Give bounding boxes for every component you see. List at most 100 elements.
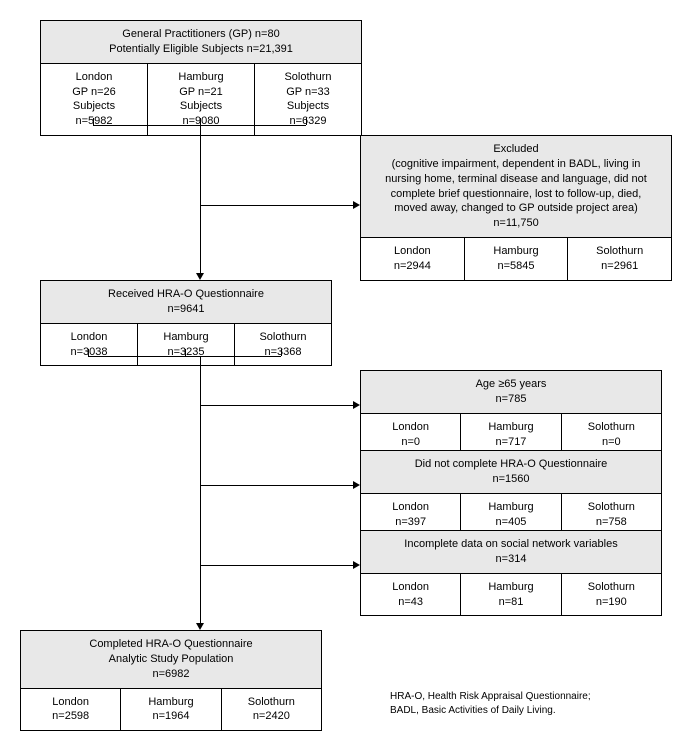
box-excluded-cells: London n=2944 Hamburg n=5845 Solothurn n… — [361, 238, 671, 280]
box-age: Age ≥65 years n=785 London n=0 Hamburg n… — [360, 370, 662, 456]
connector-line — [200, 132, 201, 273]
text: Subjects — [73, 100, 115, 112]
text: moved away, changed to GP outside projec… — [394, 202, 638, 214]
text: Solothurn — [596, 245, 643, 257]
text: n=1560 — [492, 473, 529, 485]
box-completed-header: Completed HRA-O Questionnaire Analytic S… — [21, 631, 321, 689]
text: London — [392, 581, 429, 593]
text: n=717 — [496, 436, 527, 448]
text: complete brief questionnaire, lost to fo… — [391, 188, 642, 200]
arrowhead-right-icon — [353, 401, 360, 409]
text: n=2420 — [253, 710, 290, 722]
cell-hamburg: Hamburg n=81 — [460, 574, 560, 616]
text: Potentially Eligible Subjects n=21,391 — [109, 43, 293, 55]
text: Solothurn — [588, 581, 635, 593]
text: Subjects — [180, 100, 222, 112]
text: GP n=33 — [286, 86, 330, 98]
text: Incomplete data on social network variab… — [404, 538, 617, 550]
text: Hamburg — [493, 245, 538, 257]
bracket-received — [40, 349, 330, 363]
text: n=43 — [398, 596, 423, 608]
text: Solothurn — [588, 501, 635, 513]
bracket-top — [40, 118, 360, 132]
text: n=2944 — [394, 260, 431, 272]
text: (cognitive impairment, dependent in BADL… — [392, 158, 641, 170]
box-received-header: Received HRA-O Questionnaire n=9641 — [41, 281, 331, 324]
box-incomplete-cells: London n=43 Hamburg n=81 Solothurn n=190 — [361, 574, 661, 616]
text: Hamburg — [148, 696, 193, 708]
text: Subjects — [287, 100, 329, 112]
arrowhead-right-icon — [353, 201, 360, 209]
box-completed: Completed HRA-O Questionnaire Analytic S… — [20, 630, 322, 731]
box-age-header: Age ≥65 years n=785 — [361, 371, 661, 414]
flowchart-canvas: General Practitioners (GP) n=80 Potentia… — [20, 20, 674, 732]
text: Completed HRA-O Questionnaire — [89, 638, 252, 650]
text: Hamburg — [488, 501, 533, 513]
connector-line — [200, 205, 353, 206]
footnote: HRA-O, Health Risk Appraisal Questionnai… — [390, 690, 591, 718]
arrowhead-right-icon — [353, 561, 360, 569]
text: London — [76, 71, 113, 83]
text: Solothurn — [248, 696, 295, 708]
box-top-header: General Practitioners (GP) n=80 Potentia… — [41, 21, 361, 64]
text: Solothurn — [588, 421, 635, 433]
text: London — [394, 245, 431, 257]
text: London — [71, 331, 108, 343]
box-incomplete: Incomplete data on social network variab… — [360, 530, 662, 616]
text: General Practitioners (GP) n=80 — [122, 28, 279, 40]
text: Hamburg — [163, 331, 208, 343]
text: GP n=21 — [179, 86, 223, 98]
text: nursing home, terminal disease and langu… — [385, 173, 647, 185]
cell-london: London n=2944 — [361, 238, 464, 280]
text: n=0 — [602, 436, 621, 448]
text: Received HRA-O Questionnaire — [108, 288, 264, 300]
connector-line — [200, 405, 353, 406]
cell-hamburg: Hamburg n=5845 — [464, 238, 568, 280]
text: Did not complete HRA-O Questionnaire — [415, 458, 608, 470]
text: London — [52, 696, 89, 708]
box-notcomplete: Did not complete HRA-O Questionnaire n=1… — [360, 450, 662, 536]
text: n=81 — [499, 596, 524, 608]
text: London — [392, 501, 429, 513]
box-excluded-header: Excluded (cognitive impairment, dependen… — [361, 136, 671, 238]
cell-hamburg: Hamburg n=1964 — [120, 689, 220, 731]
text: n=11,750 — [493, 217, 538, 229]
connector-line — [200, 565, 353, 566]
text: Analytic Study Population — [109, 653, 234, 665]
box-completed-cells: London n=2598 Hamburg n=1964 Solothurn n… — [21, 689, 321, 731]
text: Hamburg — [178, 71, 223, 83]
text: London — [392, 421, 429, 433]
text: Solothurn — [284, 71, 331, 83]
text: n=1964 — [152, 710, 189, 722]
text: n=0 — [401, 436, 420, 448]
text: Age ≥65 years — [476, 378, 547, 390]
cell-london: London n=43 — [361, 574, 460, 616]
cell-london: London n=2598 — [21, 689, 120, 731]
arrowhead-right-icon — [353, 481, 360, 489]
connector-line — [200, 485, 353, 486]
text: Hamburg — [488, 421, 533, 433]
box-notcomplete-header: Did not complete HRA-O Questionnaire n=1… — [361, 451, 661, 494]
text: GP n=26 — [72, 86, 116, 98]
text: n=758 — [596, 516, 627, 528]
cell-solothurn: Solothurn n=2420 — [221, 689, 321, 731]
box-excluded: Excluded (cognitive impairment, dependen… — [360, 135, 672, 281]
text: Excluded — [493, 143, 538, 155]
text: n=397 — [395, 516, 426, 528]
text: n=2598 — [52, 710, 89, 722]
text: Solothurn — [259, 331, 306, 343]
text: n=190 — [596, 596, 627, 608]
text: n=405 — [496, 516, 527, 528]
text: n=314 — [496, 553, 527, 565]
text: n=6982 — [152, 668, 189, 680]
arrowhead-down-icon — [196, 623, 204, 630]
text: n=5845 — [498, 260, 535, 272]
text: n=9641 — [167, 303, 204, 315]
footnote-line: HRA-O, Health Risk Appraisal Questionnai… — [390, 691, 591, 702]
text: n=785 — [496, 393, 527, 405]
footnote-line: BADL, Basic Activities of Daily Living. — [390, 705, 556, 716]
box-incomplete-header: Incomplete data on social network variab… — [361, 531, 661, 574]
arrowhead-down-icon — [196, 273, 204, 280]
cell-solothurn: Solothurn n=2961 — [567, 238, 671, 280]
connector-line — [200, 363, 201, 623]
